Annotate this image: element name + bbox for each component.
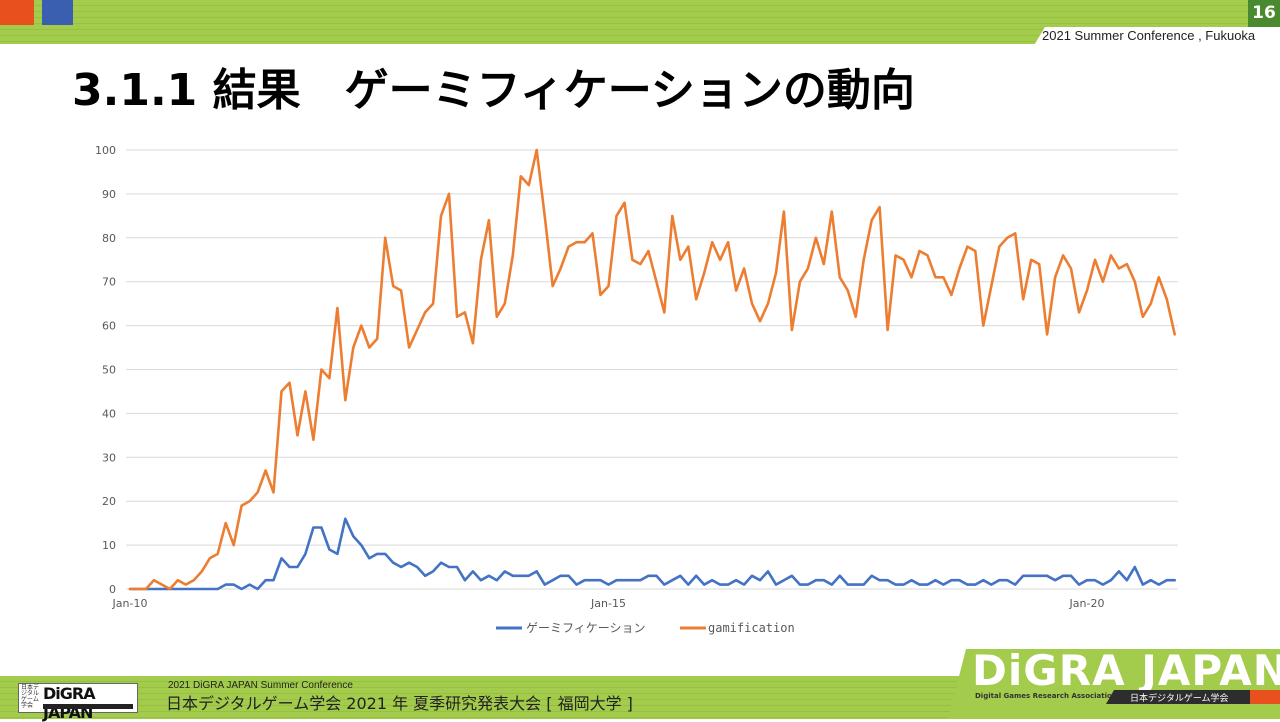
- y-tick-label: 30: [102, 451, 116, 464]
- y-tick-label: 10: [102, 539, 116, 552]
- footer-conference-en: 2021 DiGRA JAPAN Summer Conference: [168, 680, 353, 691]
- blue-accent-square: [42, 0, 73, 25]
- y-tick-label: 90: [102, 188, 116, 201]
- x-tick-labels: Jan-10 Jan-15 Jan-20: [112, 597, 1105, 610]
- conference-tab: [1033, 27, 1280, 47]
- y-tick-label: 80: [102, 232, 116, 245]
- y-tick-label: 50: [102, 364, 116, 377]
- big-logo-band: [1106, 690, 1256, 704]
- series-line-gamification-jp: [128, 517, 1176, 591]
- x-tick-label: Jan-20: [1069, 597, 1105, 610]
- big-logo-japanese: 日本デジタルゲーム学会: [1130, 694, 1229, 704]
- footer-conference-jp: 日本デジタルゲーム学会 2021 年 夏季研究発表大会 [ 福岡大学 ]: [166, 694, 633, 713]
- big-digra-logo: DiGRA JAPAN: [972, 646, 1280, 695]
- small-digra-logo: 日本デジタルゲーム学会 DiGRA JAPAN: [18, 683, 138, 722]
- legend: ゲーミフィケーション gamification: [496, 621, 795, 635]
- grid-lines: [126, 149, 1178, 590]
- x-tick-label: Jan-10: [112, 597, 148, 610]
- page-number: 16: [1248, 0, 1280, 27]
- small-logo-kanji: 日本デジタルゲーム学会: [21, 684, 40, 709]
- big-logo-red-band: [1250, 690, 1280, 704]
- big-logo-background: [948, 649, 1280, 719]
- y-tick-label: 70: [102, 276, 116, 289]
- y-tick-label: 40: [102, 407, 116, 420]
- orange-accent-square: [0, 0, 34, 25]
- small-logo-text: DiGRA JAPAN: [43, 684, 96, 722]
- x-tick-label: Jan-15: [590, 597, 626, 610]
- small-logo-strip: [43, 704, 133, 709]
- legend-label: gamification: [708, 621, 795, 635]
- y-tick-label: 20: [102, 495, 116, 508]
- y-tick-label: 100: [95, 144, 116, 157]
- slide-title: 3.1.1 結果 ゲーミフィケーションの動向: [72, 65, 915, 116]
- y-tick-labels: 0 10 20 30 40 50 60 70 80 90 100: [95, 144, 116, 596]
- big-logo-subtitle: Digital Games Research Association JAPAN: [975, 692, 1144, 700]
- series-line-gamification-en: [128, 148, 1176, 591]
- series-lines: [128, 148, 1176, 591]
- y-tick-label: 0: [109, 583, 116, 596]
- legend-label: ゲーミフィケーション: [526, 621, 646, 635]
- conference-label: 2021 Summer Conference , Fukuoka: [1042, 28, 1256, 43]
- y-tick-label: 60: [102, 320, 116, 333]
